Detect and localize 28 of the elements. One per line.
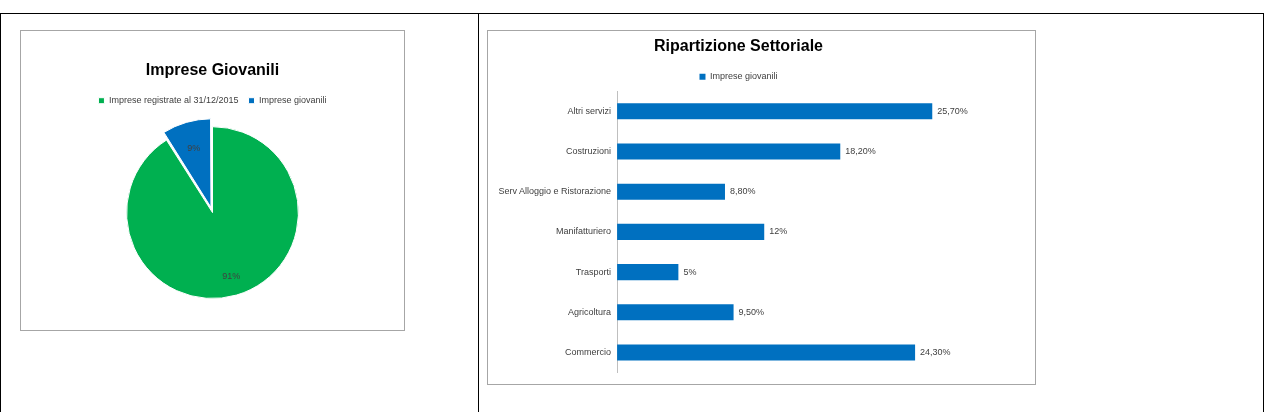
data-label: 9,50%: [738, 306, 765, 317]
data-label: 18,20%: [845, 145, 876, 156]
legend-label: Imprese registrate al 31/12/2015: [108, 95, 239, 106]
data-label: 9%: [187, 142, 201, 153]
y-tick-label: Altri servizi: [567, 105, 612, 116]
bar: [617, 143, 841, 160]
y-tick-label: Agricoltura: [568, 306, 612, 317]
legend-label: Imprese giovanili: [259, 95, 327, 106]
bar: [617, 264, 679, 281]
bar: [617, 183, 725, 200]
y-tick-label: Manifatturiero: [556, 226, 612, 237]
data-label: 24,30%: [920, 346, 951, 357]
bar: [617, 344, 916, 361]
y-tick-label: Serv Alloggio e Ristorazione: [498, 186, 612, 197]
data-label: 8,80%: [729, 186, 756, 197]
data-label: 91%: [222, 271, 241, 282]
y-tick-label: Costruzioni: [566, 145, 612, 156]
data-label: 5%: [683, 266, 697, 277]
y-tick-label: Trasporti: [575, 266, 612, 277]
data-label: 25,70%: [937, 105, 968, 116]
data-label: 12%: [769, 226, 788, 237]
chart-title: Imprese Giovanili: [145, 61, 280, 79]
bar: [617, 103, 933, 120]
chart-title: Ripartizione Settoriale: [654, 37, 824, 55]
y-tick-label: Commercio: [565, 346, 612, 357]
bar: [617, 304, 734, 321]
bar: [617, 223, 765, 240]
legend-label: Imprese giovanili: [709, 71, 778, 82]
